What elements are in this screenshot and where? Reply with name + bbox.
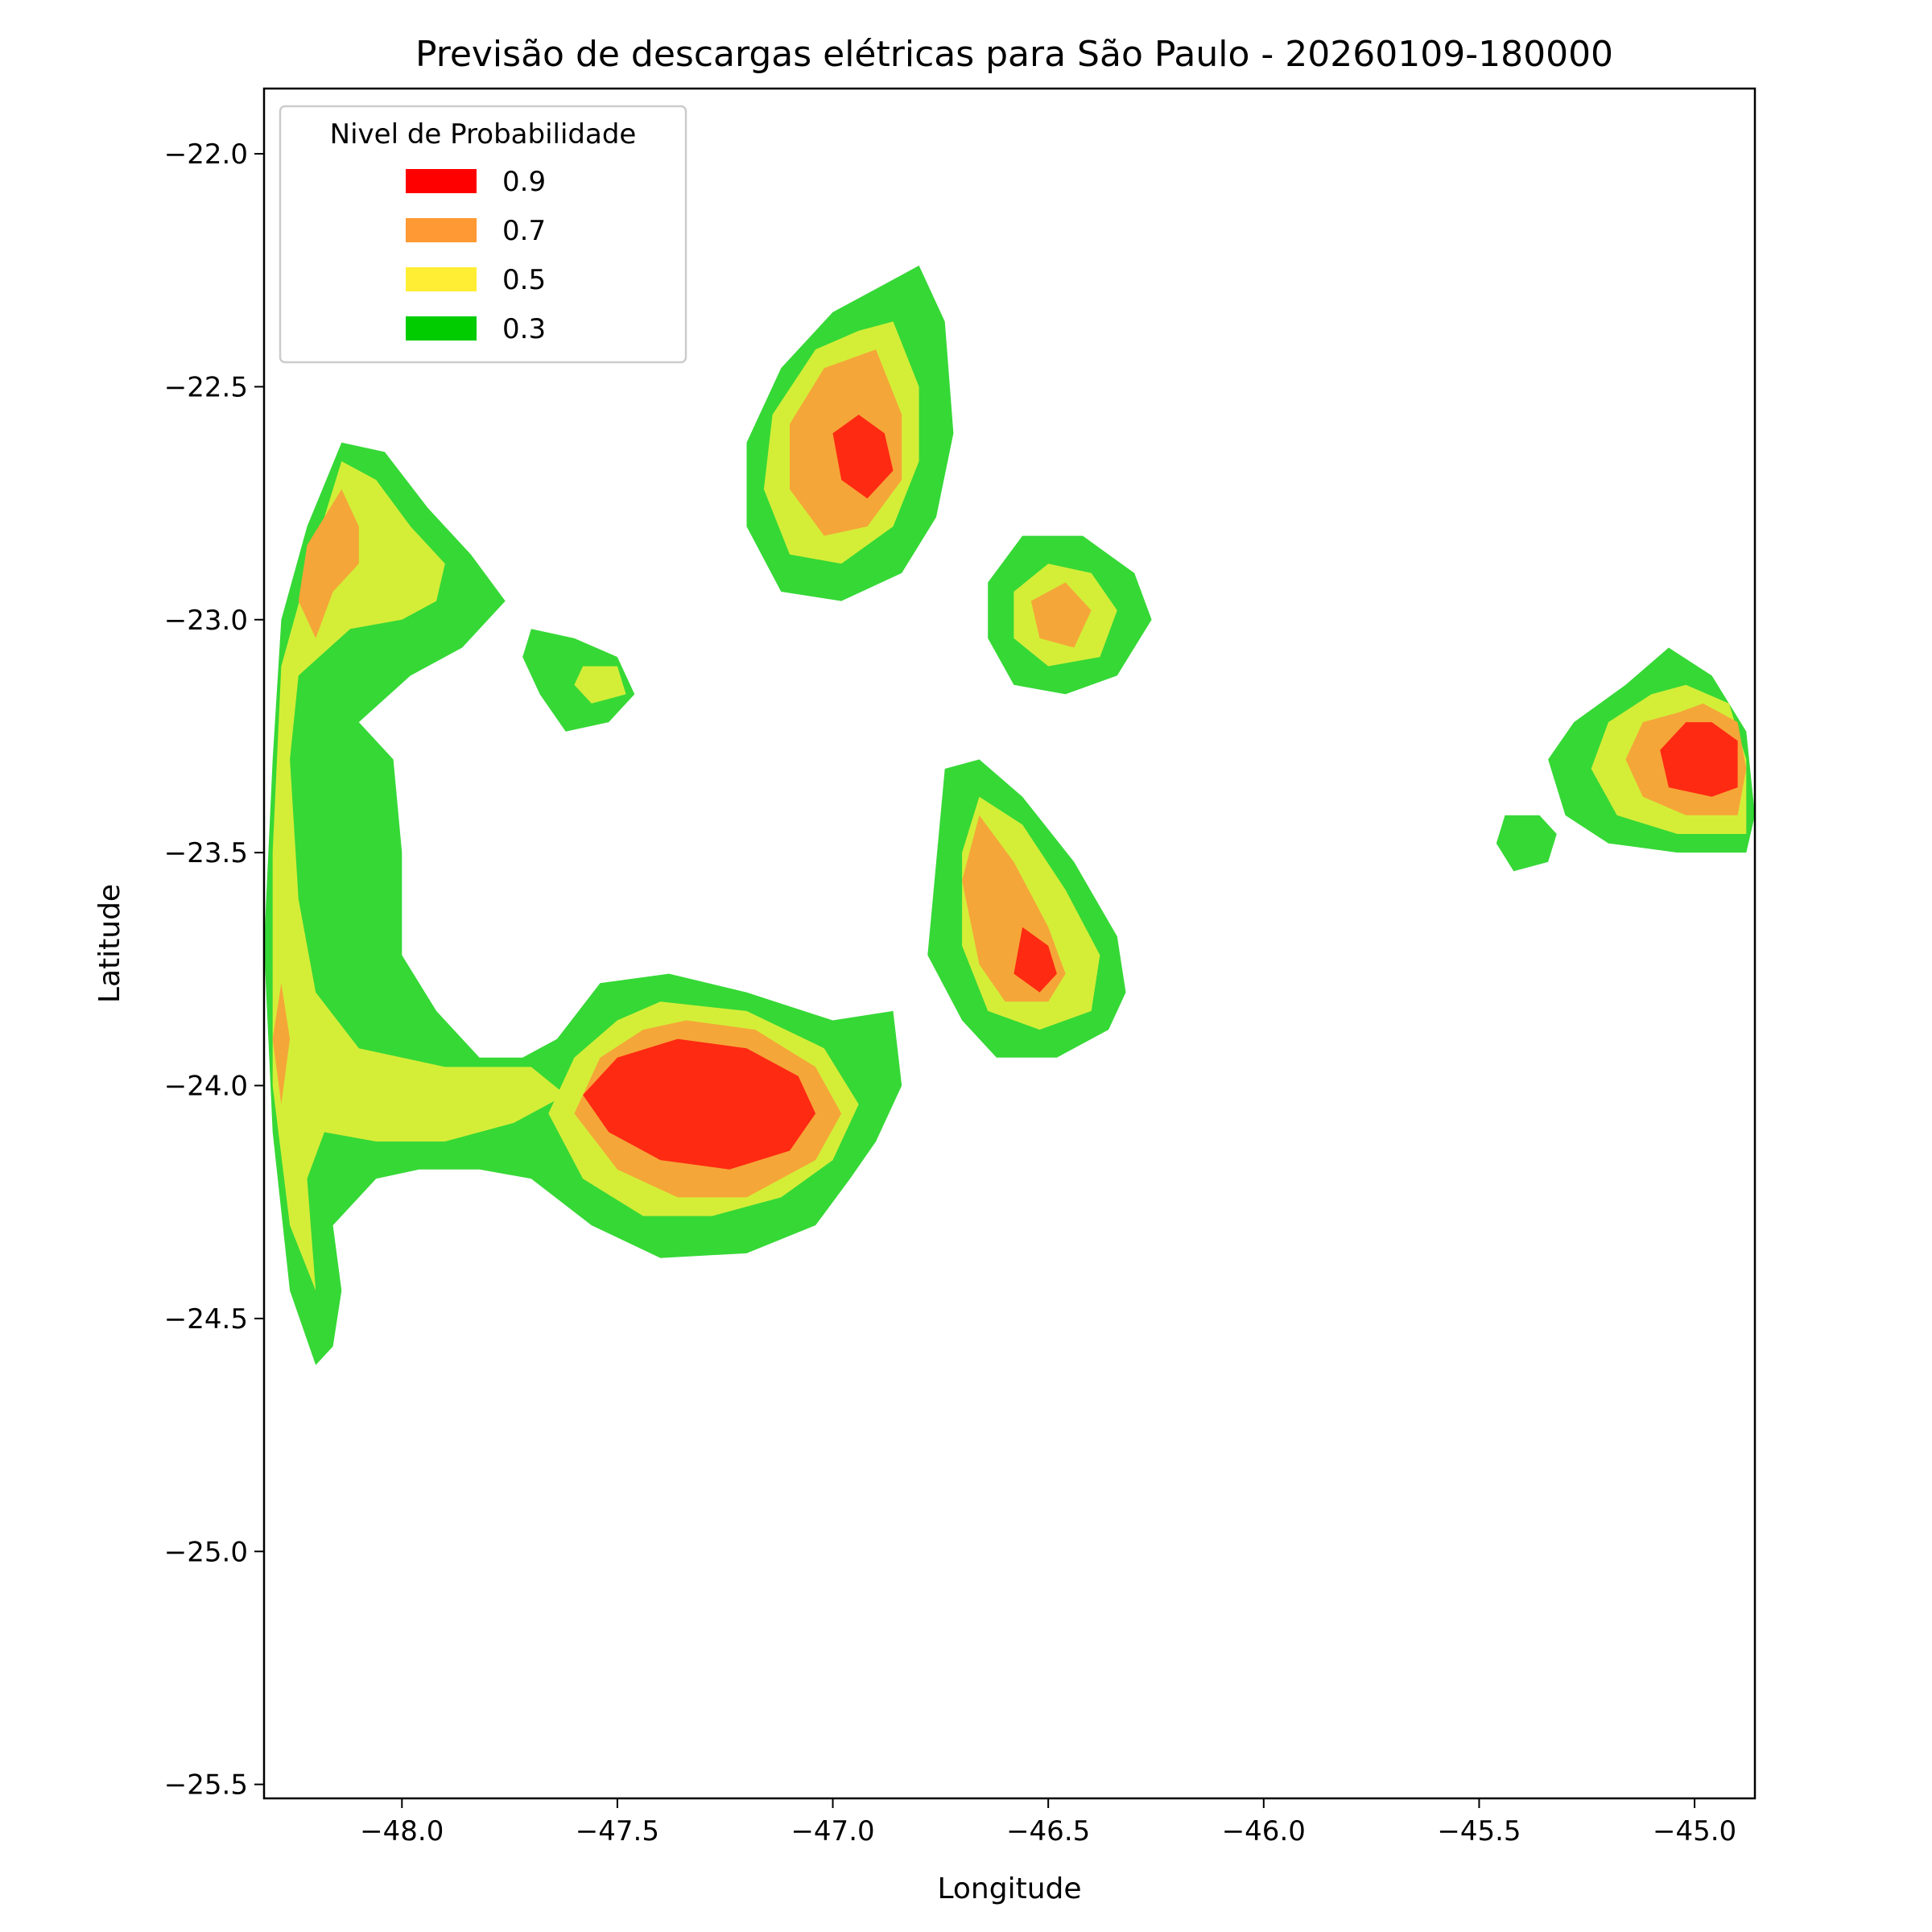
legend-frame <box>279 105 687 364</box>
chart-title: Previsão de descargas elétricas para São… <box>415 34 1613 75</box>
y-tick-label: −25.5 <box>164 1769 248 1802</box>
contour-09-blob-north <box>832 415 894 499</box>
contour-09-blob-southmid <box>1013 927 1057 993</box>
x-axis: −48.0 −47.5 −47.0 −46.5 −46.0 −45.5 −45.0 <box>360 1798 1736 1847</box>
legend-swatch-05 <box>406 267 477 291</box>
legend-swatch-09 <box>406 169 477 193</box>
legend-swatch-07 <box>406 218 477 242</box>
contour-03-blob-tiny <box>1496 815 1557 872</box>
x-tick-label: −46.5 <box>1006 1815 1090 1847</box>
x-tick-label: −47.0 <box>791 1815 874 1847</box>
y-tick-label: −22.5 <box>164 371 248 403</box>
x-tick-label: −48.0 <box>360 1815 444 1847</box>
legend: Nivel de Probabilidade 0.9 0.7 0.5 0.3 <box>279 105 687 364</box>
y-tick-label: −24.5 <box>164 1303 248 1335</box>
legend-entries: 0.9 0.7 0.5 0.3 <box>406 166 546 345</box>
legend-label-09: 0.9 <box>502 166 546 198</box>
plot-frame <box>262 87 1757 1800</box>
contour-layer <box>264 265 1755 1365</box>
y-tick-label: −22.0 <box>164 138 248 171</box>
y-tick-label: −23.5 <box>164 837 248 869</box>
contour-07-blob-mid <box>1030 582 1092 648</box>
contour-09-blob-south <box>583 1038 816 1170</box>
y-tick-label: −24.0 <box>164 1071 248 1103</box>
x-tick-label: −45.5 <box>1437 1815 1521 1847</box>
contour-07-west-lower <box>272 983 291 1104</box>
legend-swatch-03 <box>406 316 477 341</box>
y-tick-label: −25.0 <box>164 1536 248 1568</box>
x-tick-label: −45.0 <box>1653 1815 1736 1847</box>
legend-label-03: 0.3 <box>502 313 546 345</box>
x-tick-label: −47.5 <box>576 1815 659 1847</box>
x-tick-label: −46.0 <box>1222 1815 1306 1847</box>
legend-title: Nivel de Probabilidade <box>330 118 637 151</box>
contour-07-west-upper <box>298 489 359 638</box>
legend-label-07: 0.7 <box>502 215 546 247</box>
contour-05-blob-small <box>574 666 626 704</box>
y-axis-label: Latitude <box>93 884 126 1003</box>
y-axis: −22.0 −22.5 −23.0 −23.5 −24.0 −24.5 −25.0 −25.5 <box>164 138 264 1802</box>
contour-09-blob-east <box>1660 722 1738 797</box>
y-tick-label: −23.0 <box>164 605 248 637</box>
x-axis-label: Longitude <box>937 1872 1081 1905</box>
contour-05-west-band <box>272 461 566 1291</box>
legend-label-05: 0.5 <box>502 264 546 296</box>
